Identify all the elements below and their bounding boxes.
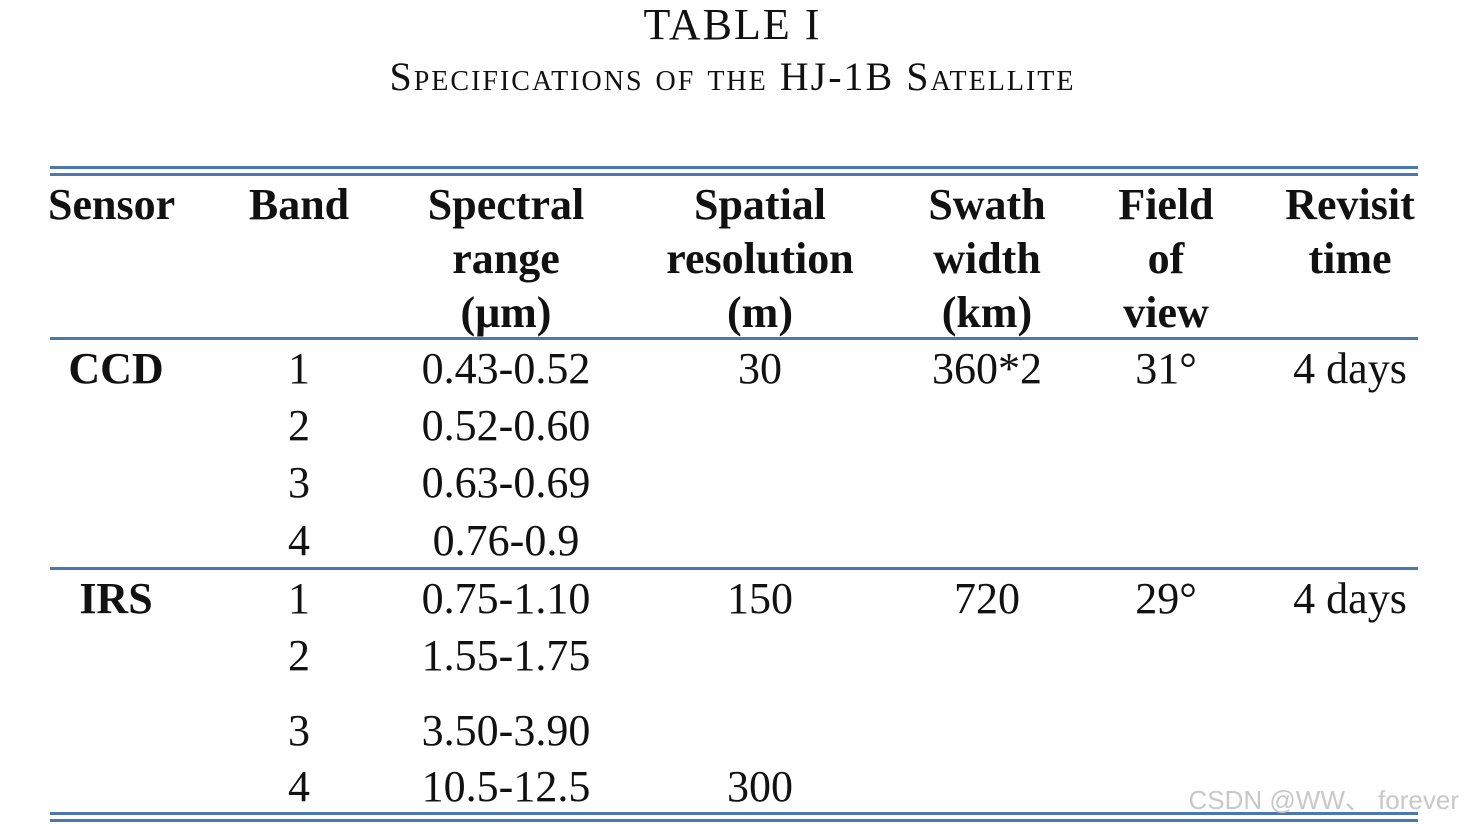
header-swath-line3: (km) — [941, 288, 1033, 337]
table-title: Specifications of the HJ-1B Satellite — [389, 54, 1076, 99]
table-number: TABLE I — [643, 0, 822, 49]
band-cell: 4 — [288, 516, 310, 565]
header-rule — [50, 337, 1418, 340]
spatial-resolution-cell: 300 — [727, 762, 793, 811]
band-cell: 1 — [288, 574, 310, 623]
header-spectral-line2: range — [452, 234, 560, 283]
field-of-view-cell: 31° — [1135, 344, 1197, 393]
header-spectral-line1: Spectral — [427, 180, 585, 229]
header-spatial-line2: resolution — [666, 234, 854, 283]
spectral-range-cell: 10.5-12.5 — [421, 762, 591, 811]
header-swath-line1: Swath — [928, 180, 1046, 229]
watermark: CSDN @WW、 forever — [1188, 785, 1459, 815]
field-of-view-cell: 29° — [1135, 574, 1197, 623]
header-field-line1: Field — [1118, 180, 1214, 229]
header-band: Band — [248, 180, 350, 229]
band-cell: 2 — [288, 401, 310, 450]
revisit-time-cell: 4 days — [1293, 574, 1407, 623]
spectral-range-cell: 0.76-0.9 — [432, 516, 580, 565]
band-cell: 1 — [288, 344, 310, 393]
spectral-range-cell: 1.55-1.75 — [421, 631, 591, 680]
header-field-line2: of — [1147, 234, 1185, 283]
spectral-range-cell: 0.52-0.60 — [421, 401, 591, 450]
header-sensor: Sensor — [48, 180, 176, 229]
header-spatial-line3: (m) — [727, 288, 793, 337]
spectral-range-cell: 0.75-1.10 — [421, 574, 591, 623]
top-rule — [50, 166, 1418, 176]
swath-width-cell: 720 — [954, 574, 1020, 623]
header-revisit-line1: Revisit — [1285, 180, 1415, 229]
band-cell: 3 — [288, 706, 310, 755]
spatial-resolution-cell: 30 — [738, 344, 782, 393]
spectral-range-cell: 3.50-3.90 — [421, 706, 591, 755]
header-revisit-line2: time — [1308, 234, 1392, 283]
spatial-resolution-cell: 150 — [727, 574, 793, 623]
sensor-ccd: CCD — [68, 344, 164, 393]
spectral-range-cell: 0.63-0.69 — [421, 458, 591, 507]
header-spatial-line1: Spatial — [693, 180, 827, 229]
revisit-time-cell: 4 days — [1293, 344, 1407, 393]
spectral-range-cell: 0.43-0.52 — [421, 344, 591, 393]
header-spectral-line3: (μm) — [460, 288, 552, 337]
band-cell: 4 — [288, 762, 310, 811]
group-separator-rule — [50, 567, 1418, 570]
band-cell: 3 — [288, 458, 310, 507]
header-field-line3: view — [1123, 288, 1209, 337]
swath-width-cell: 360*2 — [932, 344, 1042, 393]
sensor-irs: IRS — [79, 574, 153, 623]
header-swath-line2: width — [933, 234, 1041, 283]
bottom-rule — [50, 812, 1418, 822]
band-cell: 2 — [288, 631, 310, 680]
